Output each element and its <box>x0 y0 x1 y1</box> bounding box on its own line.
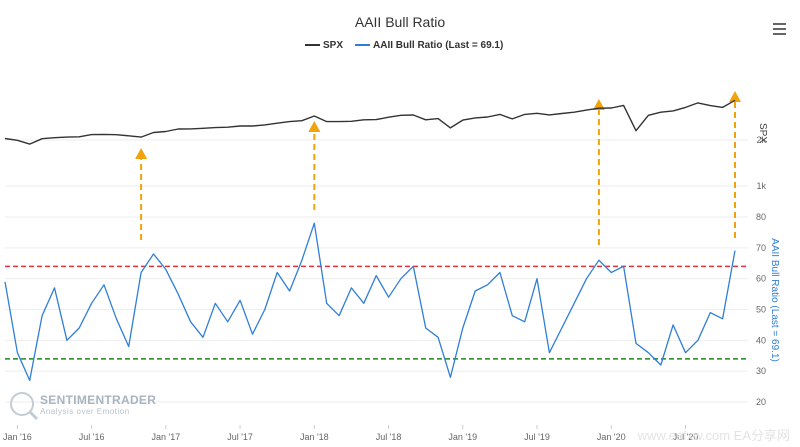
arrow-head-2 <box>592 99 605 110</box>
sentimentrader-watermark: SENTIMENTRADER Analysis over Emotion <box>10 392 156 421</box>
annotation-arrows <box>135 91 741 245</box>
spx-series-line[interactable] <box>4 99 736 145</box>
arrow-head-3 <box>729 91 741 102</box>
arrow-head-1 <box>308 121 321 132</box>
legend-aaii-label[interactable]: AAII Bull Ratio (Last = 69.1) <box>373 40 503 51</box>
aaii-series-line[interactable] <box>4 222 736 382</box>
aaii-tick-label: 30 <box>756 366 766 376</box>
menu-icon[interactable] <box>773 23 786 35</box>
spx-axis: 2k 1k <box>756 135 766 191</box>
x-tick-label: Jan '19 <box>448 432 477 442</box>
aaii-tick-label: 50 <box>756 305 766 315</box>
watermark-brand: SENTIMENTRADER <box>40 393 156 407</box>
x-tick-label: Jul '19 <box>524 432 550 442</box>
magnifier-icon <box>10 392 34 416</box>
x-tick-label: Jan '20 <box>597 432 626 442</box>
spx-tick-label: 1k <box>756 181 766 191</box>
x-tick-label: Jul '16 <box>79 432 105 442</box>
gridlines <box>5 139 748 403</box>
aaii-tick-label: 60 <box>756 274 766 284</box>
corner-watermark: www.eafxw.com EA分享网 <box>637 428 790 443</box>
reference-lines <box>5 265 748 360</box>
aaii-tick-label: 70 <box>756 243 766 253</box>
x-axis: Jan '16 Jul '16 Jan '17 Jul '17 Jan '18 Jul '… <box>3 425 698 442</box>
x-tick-label: Jul '18 <box>376 432 402 442</box>
series-layer <box>4 99 736 382</box>
x-tick-label: Jul '20 <box>673 432 699 442</box>
spx-tick-label: 2k <box>756 135 766 145</box>
arrow-head-0 <box>135 148 148 159</box>
spx-axis-title: SPX <box>757 123 768 143</box>
aaii-tick-label: 40 <box>756 335 766 345</box>
aaii-tick-label: 20 <box>756 397 766 407</box>
aaii-tick-label: 80 <box>756 212 766 222</box>
chart-title: AAII Bull Ratio <box>355 14 445 30</box>
aaii-axis: 80 70 60 50 40 30 20 <box>756 212 766 407</box>
legend[interactable]: SPX AAII Bull Ratio (Last = 69.1) <box>305 40 503 51</box>
x-tick-label: Jan '17 <box>151 432 180 442</box>
x-tick-label: Jan '16 <box>3 432 32 442</box>
x-tick-label: Jul '17 <box>227 432 253 442</box>
x-tick-label: Jan '18 <box>300 432 329 442</box>
aaii-axis-title: AAII Bull Ratio (Last = 69.1) <box>769 238 780 362</box>
legend-spx-label[interactable]: SPX <box>323 40 343 51</box>
watermark-tagline: Analysis over Emotion <box>40 407 130 416</box>
